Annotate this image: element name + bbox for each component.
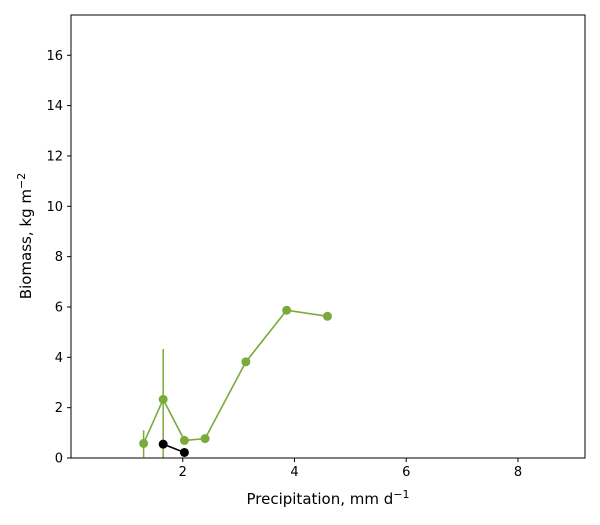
series-1-point [322,311,332,321]
plot-frame [70,14,586,459]
plot-background [71,15,585,458]
x-axis-label: Precipitation, mm d−1 [246,488,409,508]
y-axis-ticks: 0 2 4 6 8 10 12 14 16 [46,49,71,467]
y-tick-label: 10 [46,200,63,215]
series-1-point [282,305,292,315]
x-tick-label: 8 [514,465,522,480]
y-tick-label: 4 [55,351,63,366]
series-1-point [158,394,168,404]
y-tick-label: 14 [46,99,63,114]
y-tick-label: 6 [55,300,63,315]
y-tick-label: 8 [55,250,63,265]
series-2-point [158,439,168,449]
series-1-point [200,434,210,444]
y-tick-label: 16 [46,49,63,64]
y-tick-label: 12 [46,149,63,164]
x-tick-label: 2 [179,465,187,480]
y-tick-label: 0 [55,452,63,467]
series-1-point [139,438,149,448]
y-axis-label: Biomass, kg m−2 [15,173,35,299]
series-markers [139,305,332,457]
x-axis-ticks: 2 4 6 8 [179,458,522,480]
series-1-point [241,357,251,367]
x-tick-label: 4 [290,465,298,480]
series-2-point [179,447,189,457]
x-tick-label: 6 [402,465,410,480]
y-tick-label: 2 [55,401,63,416]
series-1-point [179,435,189,445]
